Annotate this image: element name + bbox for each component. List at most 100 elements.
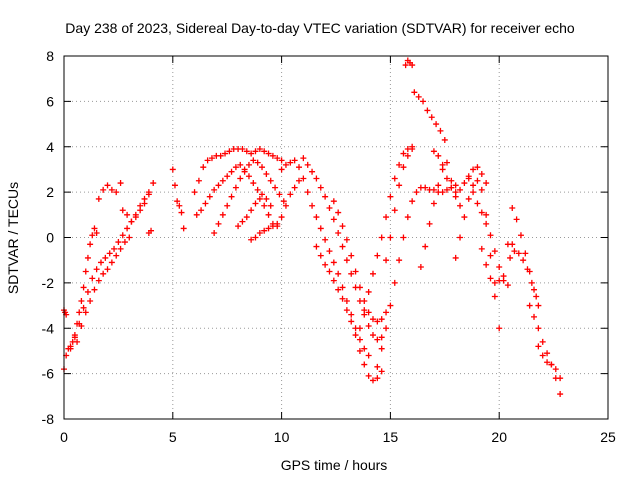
data-point [180, 225, 187, 232]
data-point [330, 277, 337, 284]
data-point [272, 184, 279, 191]
data-series [119, 191, 152, 225]
data-series [374, 182, 459, 370]
data-point [409, 198, 416, 205]
data-point [219, 177, 226, 184]
data-point [528, 279, 535, 286]
data-point [278, 157, 285, 164]
y-tick-label: 6 [46, 93, 54, 109]
data-point [326, 205, 333, 212]
data-point [487, 252, 494, 259]
data-point [259, 164, 266, 171]
data-point [369, 270, 376, 277]
data-point [263, 195, 270, 202]
data-point [226, 148, 233, 155]
data-point [426, 220, 433, 227]
data-point [383, 309, 390, 316]
data-series [504, 241, 516, 248]
data-point [457, 186, 464, 193]
data-point [280, 198, 287, 205]
data-point [335, 270, 342, 277]
data-point [548, 361, 555, 368]
data-point [100, 186, 107, 193]
data-series [300, 155, 385, 343]
data-point [76, 309, 83, 316]
data-point [239, 146, 246, 153]
data-point [478, 245, 485, 252]
data-point [102, 254, 109, 261]
grid-lines [64, 56, 608, 419]
data-point [128, 218, 135, 225]
data-point [448, 177, 455, 184]
data-point [322, 261, 329, 268]
data-series [383, 146, 416, 264]
data-point [513, 216, 520, 223]
data-point [276, 191, 283, 198]
data-point [309, 202, 316, 209]
data-point [474, 200, 481, 207]
data-point [256, 195, 263, 202]
data-point [78, 298, 85, 305]
data-point [396, 182, 403, 189]
x-tick-label: 20 [491, 429, 507, 445]
data-point [404, 214, 411, 221]
data-point [430, 148, 437, 155]
data-point [235, 223, 242, 230]
data-point [217, 152, 224, 159]
data-point [89, 275, 96, 282]
data-series [235, 177, 303, 230]
data-point [291, 157, 298, 164]
data-point [365, 352, 372, 359]
data-point [84, 254, 91, 261]
x-tick-label: 10 [274, 429, 290, 445]
data-point [269, 152, 276, 159]
data-series [402, 57, 416, 69]
data-point [356, 325, 363, 332]
data-point [232, 164, 239, 171]
data-point [330, 216, 337, 223]
data-point [500, 273, 507, 280]
data-point [522, 250, 529, 257]
data-point [254, 186, 261, 193]
data-point [391, 279, 398, 286]
data-point [250, 180, 257, 187]
data-series [169, 166, 187, 232]
data-series [356, 143, 416, 332]
data-point [422, 184, 429, 191]
data-point [478, 186, 485, 193]
data-point [106, 250, 113, 257]
data-point [478, 170, 485, 177]
data-point [80, 304, 87, 311]
data-point [228, 193, 235, 200]
data-point [108, 186, 115, 193]
data-point [245, 161, 252, 168]
data-point [274, 155, 281, 162]
data-point [108, 259, 115, 266]
data-point [248, 207, 255, 214]
data-point [343, 236, 350, 243]
data-point [343, 257, 350, 264]
data-point [115, 239, 122, 246]
data-point [124, 225, 131, 232]
data-point [457, 202, 464, 209]
data-point [176, 202, 183, 209]
data-point [348, 252, 355, 259]
data-point [111, 245, 118, 252]
data-point [465, 195, 472, 202]
data-series [430, 148, 490, 196]
x-tick-label: 5 [169, 429, 177, 445]
data-point [304, 161, 311, 168]
data-point [215, 220, 222, 227]
data-point [378, 234, 385, 241]
data-point [361, 345, 368, 352]
data-point [470, 182, 477, 189]
x-axis-label: GPS time / hours [281, 457, 388, 473]
data-point [520, 257, 527, 264]
data-point [87, 298, 94, 305]
data-point [148, 227, 155, 234]
data-point [461, 214, 468, 221]
y-tick-label: -2 [42, 275, 55, 291]
data-point [91, 286, 98, 293]
data-point [422, 243, 429, 250]
data-series [465, 175, 511, 289]
